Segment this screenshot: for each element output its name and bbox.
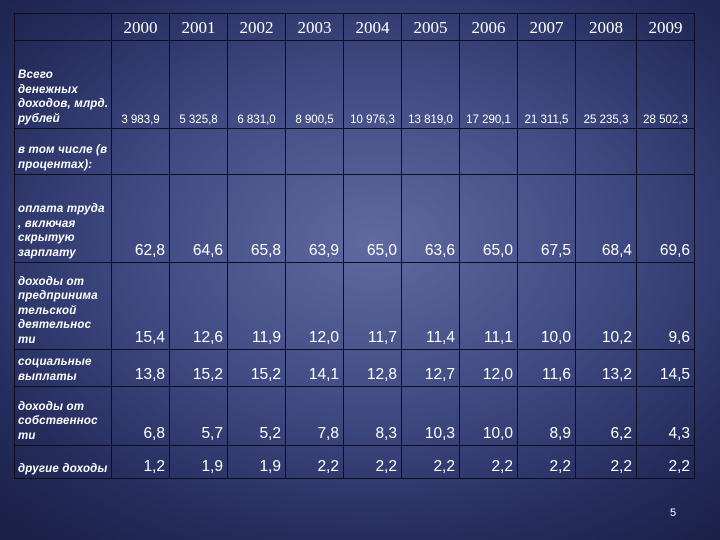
table-row-wages: оплата труда , включая скрытую зарплату … xyxy=(14,174,695,263)
table-row-total-income: Всего денежных доходов, млрд. рублей 3 9… xyxy=(14,40,695,129)
table-cell xyxy=(636,128,695,175)
table-cell: 2,2 xyxy=(636,445,695,479)
table-cell xyxy=(517,128,576,175)
table-cell: 11,9 xyxy=(227,262,286,350)
row-label: Всего денежных доходов, млрд. рублей xyxy=(14,40,112,129)
table-cell: 64,6 xyxy=(169,174,228,263)
table-cell: 10 976,3 xyxy=(343,40,402,129)
year-header: 2005 xyxy=(401,13,460,41)
table-cell: 63,9 xyxy=(285,174,344,263)
table-cell: 6 831,0 xyxy=(227,40,286,129)
table-cell: 10,3 xyxy=(401,386,460,446)
table-cell: 14,1 xyxy=(285,349,344,387)
table-cell: 8,3 xyxy=(343,386,402,446)
table-cell: 25 235,3 xyxy=(575,40,637,129)
table-cell: 12,0 xyxy=(285,262,344,350)
row-label: в том числе (в процентах): xyxy=(14,128,112,175)
year-header: 2000 xyxy=(111,13,170,41)
table-cell: 11,1 xyxy=(459,262,518,350)
table-cell xyxy=(285,128,344,175)
table-cell xyxy=(575,128,637,175)
table-cell: 1,2 xyxy=(111,445,170,479)
table-row-other-income: другие доходы 1,2 1,9 1,9 2,2 2,2 2,2 2,… xyxy=(14,445,695,479)
row-label: доходы от предпринима тельской деятельно… xyxy=(14,262,112,350)
table-cell: 10,0 xyxy=(517,262,576,350)
year-header: 2002 xyxy=(227,13,286,41)
table-cell: 69,6 xyxy=(636,174,695,263)
table-cell: 3 983,9 xyxy=(111,40,170,129)
table-cell: 63,6 xyxy=(401,174,460,263)
table-cell: 15,2 xyxy=(169,349,228,387)
year-header: 2006 xyxy=(459,13,518,41)
table-cell: 12,6 xyxy=(169,262,228,350)
table-cell: 14,5 xyxy=(636,349,695,387)
table-cell xyxy=(459,128,518,175)
row-label: другие доходы xyxy=(14,445,112,479)
table-cell: 5 325,8 xyxy=(169,40,228,129)
year-header: 2003 xyxy=(285,13,344,41)
income-structure-table: 2000 2001 2002 2003 2004 2005 2006 2007 … xyxy=(14,13,695,479)
table-cell: 17 290,1 xyxy=(459,40,518,129)
table-cell: 6,8 xyxy=(111,386,170,446)
table-cell: 67,5 xyxy=(517,174,576,263)
page-number: 5 xyxy=(669,507,677,519)
table-cell: 10,0 xyxy=(459,386,518,446)
table-cell: 8,9 xyxy=(517,386,576,446)
year-header: 2007 xyxy=(517,13,576,41)
table-cell: 7,8 xyxy=(285,386,344,446)
table-cell xyxy=(169,128,228,175)
year-header: 2009 xyxy=(636,13,695,41)
table-cell: 9,6 xyxy=(636,262,695,350)
table-cell: 11,6 xyxy=(517,349,576,387)
table-cell: 5,2 xyxy=(227,386,286,446)
table-row-social-payments: социальные выплаты 13,8 15,2 15,2 14,1 1… xyxy=(14,349,695,387)
year-header: 2008 xyxy=(575,13,637,41)
table-cell: 13,2 xyxy=(575,349,637,387)
table-cell: 8 900,5 xyxy=(285,40,344,129)
table-cell: 6,2 xyxy=(575,386,637,446)
year-header: 2004 xyxy=(343,13,402,41)
table-cell: 65,0 xyxy=(459,174,518,263)
table-cell: 12,8 xyxy=(343,349,402,387)
table-cell xyxy=(343,128,402,175)
table-cell xyxy=(401,128,460,175)
table-cell: 15,4 xyxy=(111,262,170,350)
table-cell: 11,4 xyxy=(401,262,460,350)
table-cell: 15,2 xyxy=(227,349,286,387)
table-cell xyxy=(111,128,170,175)
table-cell: 10,2 xyxy=(575,262,637,350)
table-cell: 65,0 xyxy=(343,174,402,263)
table-cell: 62,8 xyxy=(111,174,170,263)
table-cell xyxy=(227,128,286,175)
table-row-business-income: доходы от предпринима тельской деятельно… xyxy=(14,262,695,350)
table-cell: 2,2 xyxy=(517,445,576,479)
table-cell: 12,7 xyxy=(401,349,460,387)
table-cell: 13,8 xyxy=(111,349,170,387)
table-cell: 21 311,5 xyxy=(517,40,576,129)
table-cell: 2,2 xyxy=(285,445,344,479)
table-cell: 2,2 xyxy=(343,445,402,479)
header-corner-cell xyxy=(14,13,112,41)
table-cell: 12,0 xyxy=(459,349,518,387)
table-cell: 4,3 xyxy=(636,386,695,446)
year-header: 2001 xyxy=(169,13,228,41)
table-cell: 2,2 xyxy=(459,445,518,479)
table-cell: 11,7 xyxy=(343,262,402,350)
table-cell: 2,2 xyxy=(575,445,637,479)
table-cell: 2,2 xyxy=(401,445,460,479)
table-row-property-income: доходы от собственнос ти 6,8 5,7 5,2 7,8… xyxy=(14,386,695,446)
table-cell: 13 819,0 xyxy=(401,40,460,129)
row-label: социальные выплаты xyxy=(14,349,112,387)
table-cell: 5,7 xyxy=(169,386,228,446)
table-cell: 28 502,3 xyxy=(636,40,695,129)
row-label: оплата труда , включая скрытую зарплату xyxy=(14,174,112,263)
table-cell: 68,4 xyxy=(575,174,637,263)
table-cell: 65,8 xyxy=(227,174,286,263)
row-label: доходы от собственнос ти xyxy=(14,386,112,446)
table-cell: 1,9 xyxy=(169,445,228,479)
table-cell: 1,9 xyxy=(227,445,286,479)
table-row-subheading: в том числе (в процентах): xyxy=(14,128,695,175)
table-header-row: 2000 2001 2002 2003 2004 2005 2006 2007 … xyxy=(14,13,695,41)
